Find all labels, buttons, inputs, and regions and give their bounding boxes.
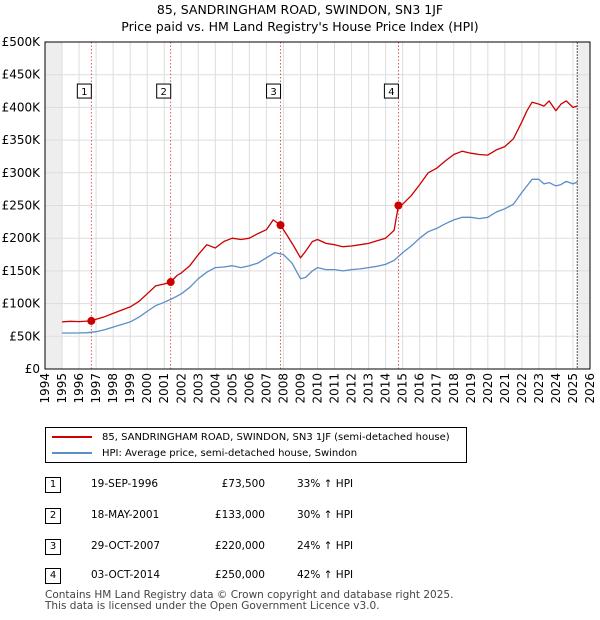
transaction-row: 4 03-OCT-2014 £250,000 42% ↑ HPI xyxy=(45,567,425,587)
legend-label-property: 85, SANDRINGHAM ROAD, SWINDON, SN3 1JF (… xyxy=(102,431,450,443)
transaction-price: £133,000 xyxy=(214,509,265,521)
y-tick-label: £350K xyxy=(2,133,42,147)
transaction-price: £220,000 xyxy=(214,540,265,552)
chart-title: 85, SANDRINGHAM ROAD, SWINDON, SN3 1JF xyxy=(156,2,444,17)
transaction-hpi: 30% ↑ HPI xyxy=(297,509,354,521)
y-tick-label: £300K xyxy=(2,166,42,180)
x-tick-label: 2019 xyxy=(464,373,478,404)
x-tick-label: 1999 xyxy=(123,373,137,404)
x-tick-label: 2017 xyxy=(430,373,444,404)
x-tick-label: 2006 xyxy=(242,373,256,404)
sale-label: 1 xyxy=(81,87,87,98)
x-tick-label: 2009 xyxy=(293,373,307,404)
x-tick-label: 1996 xyxy=(72,373,86,404)
x-tick-label: 2021 xyxy=(498,373,512,404)
x-tick-label: 2025 xyxy=(566,373,580,404)
x-tick-label: 2005 xyxy=(225,373,239,404)
x-tick-label: 2012 xyxy=(345,373,359,404)
legend-label-hpi: HPI: Average price, semi-detached house,… xyxy=(102,447,358,459)
legend-swatch-property xyxy=(52,436,92,438)
transaction-number-badge: 2 xyxy=(45,508,61,524)
footer-licence: This data is licensed under the Open Gov… xyxy=(45,600,380,612)
sale-label-box xyxy=(266,83,282,99)
x-tick-label: 2026 xyxy=(583,373,597,404)
y-tick-label: £50K xyxy=(9,329,41,343)
y-tick-label: £400K xyxy=(2,100,42,114)
sale-label: 2 xyxy=(161,87,167,98)
chart-subtitle: Price paid vs. HM Land Registry's House … xyxy=(121,19,479,34)
x-tick-label: 2010 xyxy=(311,373,325,404)
footer-copyright: Contains HM Land Registry data © Crown c… xyxy=(45,589,454,601)
x-tick-label: 2022 xyxy=(515,373,529,404)
sale-point xyxy=(276,221,285,230)
transaction-date: 19-SEP-1996 xyxy=(91,478,159,490)
sale-point xyxy=(394,201,403,210)
x-tick-label: 2001 xyxy=(157,373,171,404)
transaction-number-badge: 1 xyxy=(45,477,61,493)
transaction-date: 29-OCT-2007 xyxy=(91,540,160,552)
x-tick-label: 2024 xyxy=(549,373,563,404)
legend-swatch-hpi xyxy=(52,452,92,454)
sale-point xyxy=(87,316,96,325)
hpi-line xyxy=(62,178,578,334)
y-tick-label: £200K xyxy=(2,231,42,245)
transaction-row: 3 29-OCT-2007 £220,000 24% ↑ HPI xyxy=(45,538,425,558)
transaction-hpi: 33% ↑ HPI xyxy=(297,478,354,490)
x-tick-label: 1998 xyxy=(106,373,120,404)
x-tick-label: 1995 xyxy=(55,373,69,404)
transaction-hpi: 42% ↑ HPI xyxy=(297,569,354,581)
x-tick-label: 2018 xyxy=(447,373,461,404)
transaction-number-badge: 3 xyxy=(45,539,61,555)
transaction-hpi: 24% ↑ HPI xyxy=(297,540,354,552)
y-tick-label: £450K xyxy=(2,68,42,82)
x-tick-label: 2015 xyxy=(396,373,410,404)
sale-label: 4 xyxy=(388,87,394,98)
x-tick-label: 1994 xyxy=(38,373,52,404)
sale-label-box xyxy=(156,83,172,99)
x-tick-label: 2011 xyxy=(328,373,342,404)
x-tick-label: 2020 xyxy=(481,373,495,404)
x-tick-label: 2014 xyxy=(379,373,393,404)
x-tick-label: 2003 xyxy=(191,373,205,404)
transaction-price: £73,500 xyxy=(221,478,265,490)
y-tick-label: £0 xyxy=(25,362,40,376)
legend: 85, SANDRINGHAM ROAD, SWINDON, SN3 1JF (… xyxy=(45,427,467,463)
x-tick-label: 2002 xyxy=(174,373,188,404)
y-tick-label: £100K xyxy=(2,297,42,311)
x-tick-label: 2008 xyxy=(276,373,290,404)
x-tick-label: 2007 xyxy=(259,373,273,404)
legend-item-hpi: HPI: Average price, semi-detached house,… xyxy=(52,446,357,460)
y-tick-label: £500K xyxy=(2,35,42,49)
sale-label-box xyxy=(383,83,399,99)
transaction-price: £250,000 xyxy=(214,569,265,581)
sale-point xyxy=(166,278,175,287)
x-tick-label: 2004 xyxy=(208,373,222,404)
y-tick-label: £150K xyxy=(2,264,42,278)
legend-item-property: 85, SANDRINGHAM ROAD, SWINDON, SN3 1JF (… xyxy=(52,430,450,444)
transaction-row: 2 18-MAY-2001 £133,000 30% ↑ HPI xyxy=(45,507,425,527)
y-tick-label: £250K xyxy=(2,199,42,213)
price-chart: £0 £50K £100K £150K £200K £250K £300K £350K £400… xyxy=(2,35,597,404)
x-tick-label: 2013 xyxy=(362,373,376,404)
x-tick-label: 2023 xyxy=(532,373,546,404)
sale-label-box xyxy=(76,83,92,99)
plot-border xyxy=(44,41,591,370)
x-tick-label: 1997 xyxy=(89,373,103,404)
x-tick-label: 2016 xyxy=(413,373,427,404)
sale-label: 3 xyxy=(270,87,276,98)
transaction-row: 1 19-SEP-1996 £73,500 33% ↑ HPI xyxy=(45,476,425,496)
footer: Contains HM Land Registry data © Crown c… xyxy=(45,590,453,612)
transaction-date: 18-MAY-2001 xyxy=(91,509,160,521)
property-price-line xyxy=(61,100,578,323)
transaction-date: 03-OCT-2014 xyxy=(91,569,160,581)
x-tick-label: 2000 xyxy=(140,373,154,404)
transaction-number-badge: 4 xyxy=(45,568,61,584)
